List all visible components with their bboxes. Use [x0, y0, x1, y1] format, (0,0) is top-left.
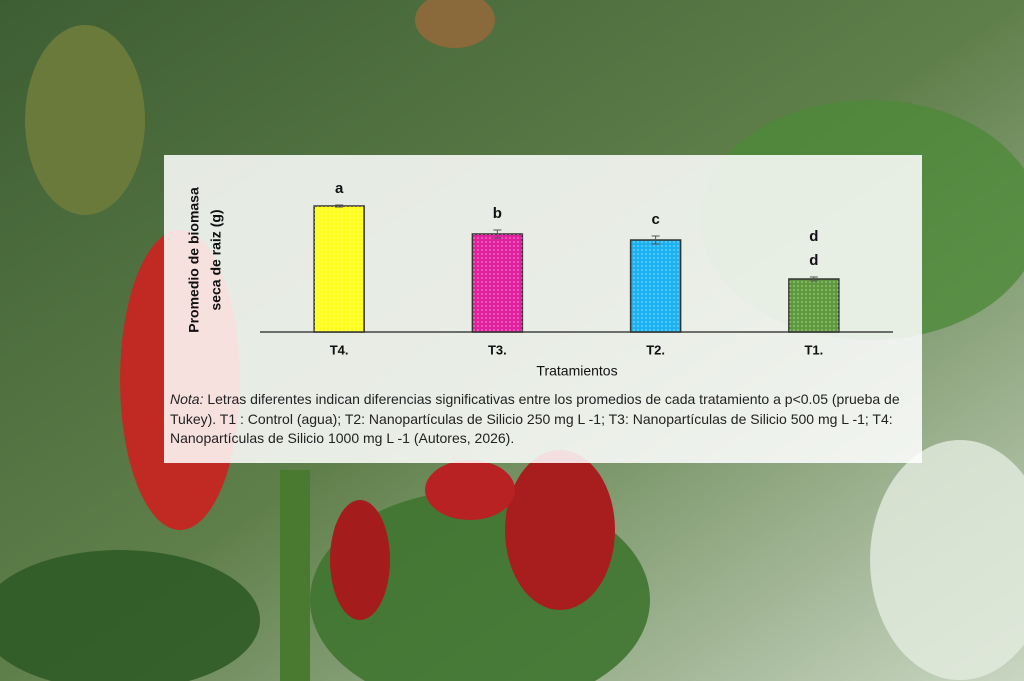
significance-letter: b	[493, 205, 502, 222]
bar-texture	[630, 240, 681, 332]
x-axis-label: Tratamientos	[536, 363, 617, 379]
error-bar	[493, 229, 502, 239]
x-tick-label: T2.	[646, 342, 665, 357]
error-bar	[335, 204, 344, 208]
significance-letter: c	[651, 211, 659, 228]
error-bar	[651, 235, 660, 245]
note-text: Letras diferentes indican diferencias si…	[170, 391, 900, 446]
significance-letter: d	[809, 252, 818, 269]
significance-letter: a	[335, 180, 344, 197]
y-axis-label-line: Promedio de biomasa	[186, 187, 202, 333]
note-box: Nota: Letras diferentes indican diferenc…	[170, 390, 915, 449]
x-tick-label: T1.	[804, 342, 823, 357]
note-lead: Nota:	[170, 391, 204, 407]
x-tick-label: T3.	[488, 342, 507, 357]
x-tick-label: T4.	[330, 342, 349, 357]
note: Nota: Letras diferentes indican diferenc…	[170, 390, 915, 449]
bar-texture	[788, 279, 839, 332]
error-bar	[809, 276, 818, 282]
bar-texture	[314, 206, 365, 332]
bar-texture	[472, 234, 523, 332]
y-axis-label: Promedio de biomasa seca de raiz (g)	[186, 187, 224, 333]
y-axis-label-line: seca de raiz (g)	[208, 209, 224, 310]
significance-letter: d	[809, 228, 818, 245]
